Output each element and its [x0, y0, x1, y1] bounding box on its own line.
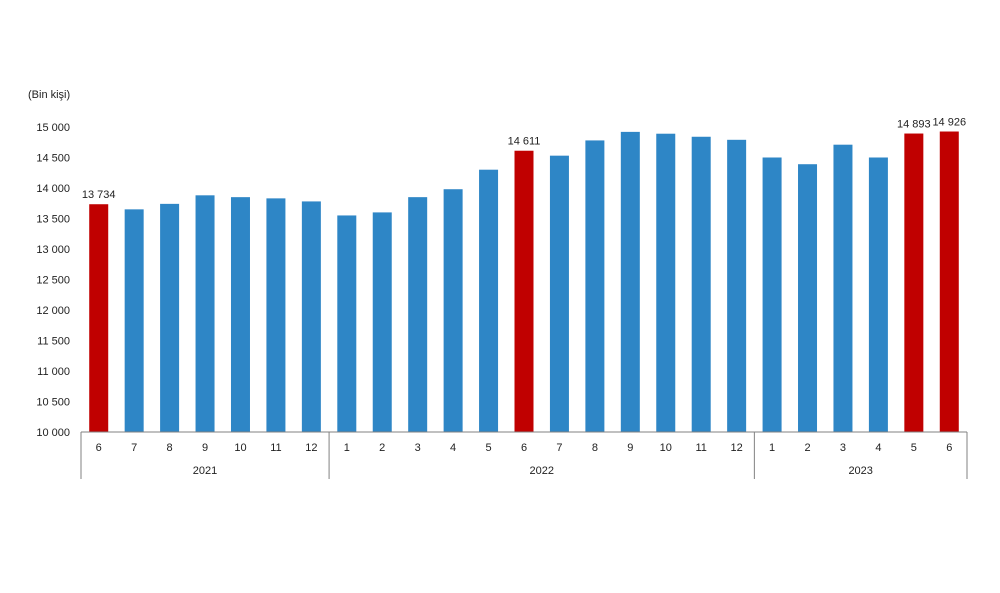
y-tick-label: 13 000 [36, 244, 70, 256]
y-tick-label: 15 000 [36, 122, 70, 134]
bar [656, 133, 676, 432]
x-tick-label: 7 [131, 442, 137, 454]
x-tick-label: 2 [379, 442, 385, 454]
bar [337, 215, 357, 432]
data-label: 14 926 [932, 117, 966, 129]
bar [89, 204, 109, 432]
x-tick-label: 3 [840, 442, 846, 454]
x-tick-label: 4 [875, 442, 881, 454]
y-tick-label: 14 000 [36, 183, 70, 195]
data-label: 13 734 [82, 189, 116, 201]
y-tick-label: 13 500 [36, 214, 70, 226]
x-tick-label: 1 [344, 442, 350, 454]
bar [372, 212, 392, 432]
x-tick-label: 9 [202, 442, 208, 454]
x-tick-label: 2 [804, 442, 810, 454]
x-tick-label: 6 [521, 442, 527, 454]
bar [939, 131, 959, 432]
bar [798, 164, 818, 432]
data-label: 14 611 [508, 136, 541, 148]
x-tick-label: 6 [946, 442, 952, 454]
x-tick-label: 9 [627, 442, 633, 454]
x-tick-label: 3 [415, 442, 421, 454]
y-tick-label: 10 500 [36, 397, 70, 409]
x-tick-label: 10 [660, 442, 672, 454]
x-tick-label: 4 [450, 442, 456, 454]
x-tick-label: 12 [731, 442, 743, 454]
bar [620, 131, 640, 432]
bar [408, 197, 428, 432]
bar [585, 140, 605, 433]
bar [727, 139, 747, 432]
x-tick-label: 6 [96, 442, 102, 454]
y-tick-label: 10 000 [36, 427, 70, 439]
bar [833, 144, 853, 432]
bar [160, 203, 180, 432]
y-tick-label: 14 500 [36, 153, 70, 165]
bar [904, 133, 924, 433]
y-tick-label: 12 500 [36, 275, 70, 287]
x-tick-label: 8 [592, 442, 598, 454]
year-group-label: 2023 [848, 465, 872, 477]
y-tick-label: 12 000 [36, 305, 70, 317]
bar [549, 155, 569, 433]
bar [443, 189, 463, 432]
y-tick-label: 11 500 [37, 336, 70, 348]
x-tick-label: 11 [270, 442, 281, 454]
bar [762, 157, 782, 432]
x-tick-label: 11 [695, 442, 706, 454]
bar [230, 197, 250, 432]
bar [868, 157, 888, 432]
y-tick-label: 11 000 [37, 366, 70, 378]
bar [266, 198, 286, 432]
y-axis: 10 000 10 500 11 000 11 500 12 000 12 500 13 0… [36, 122, 70, 439]
bar [479, 169, 499, 432]
x-tick-label: 5 [911, 442, 917, 454]
bar [691, 136, 711, 432]
data-label: 14 893 [897, 119, 931, 131]
bar [195, 195, 215, 432]
year-group-label: 2021 [193, 465, 217, 477]
x-tick-label: 8 [167, 442, 173, 454]
year-group-label: 2022 [529, 465, 553, 477]
x-tick-label: 10 [234, 442, 246, 454]
x-tick-label: 7 [556, 442, 562, 454]
bar [124, 209, 144, 432]
x-tick-label: 1 [769, 442, 775, 454]
unit-label: (Bin kişi) [28, 89, 70, 101]
bars: 13 734 14 611 14 893 14 926 [82, 117, 966, 433]
bar [514, 150, 534, 432]
x-tick-label: 5 [485, 442, 491, 454]
bar [301, 201, 321, 432]
x-tick-label: 12 [305, 442, 317, 454]
